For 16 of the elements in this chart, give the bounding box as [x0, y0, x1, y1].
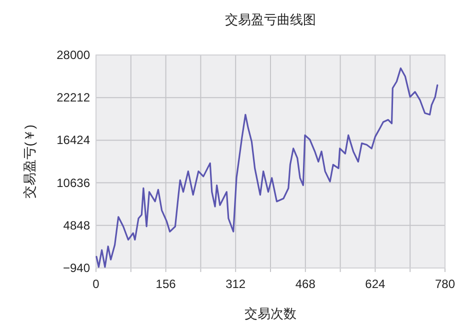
y-tick-label: −940	[62, 261, 90, 275]
chart-title: 交易盈亏曲线图	[225, 12, 316, 27]
y-axis-title: 交易盈亏(￥)	[22, 124, 37, 198]
x-tick-label: 468	[295, 277, 316, 291]
y-tick-label: 16424	[56, 133, 90, 148]
y-tick-label: 28000	[56, 48, 90, 62]
x-tick-label: 312	[226, 277, 246, 291]
x-tick-label: 0	[92, 277, 100, 291]
line-series	[96, 67, 438, 268]
y-tick-label: 22212	[56, 90, 90, 105]
y-tick-label: 10636	[56, 176, 90, 190]
x-axis-title: 交易次数	[244, 306, 296, 321]
x-tick-label: 156	[156, 277, 176, 291]
x-tick-label: 780	[434, 277, 456, 291]
y-tick-label: 4848	[63, 218, 90, 232]
x-tick-label: 624	[365, 277, 386, 291]
